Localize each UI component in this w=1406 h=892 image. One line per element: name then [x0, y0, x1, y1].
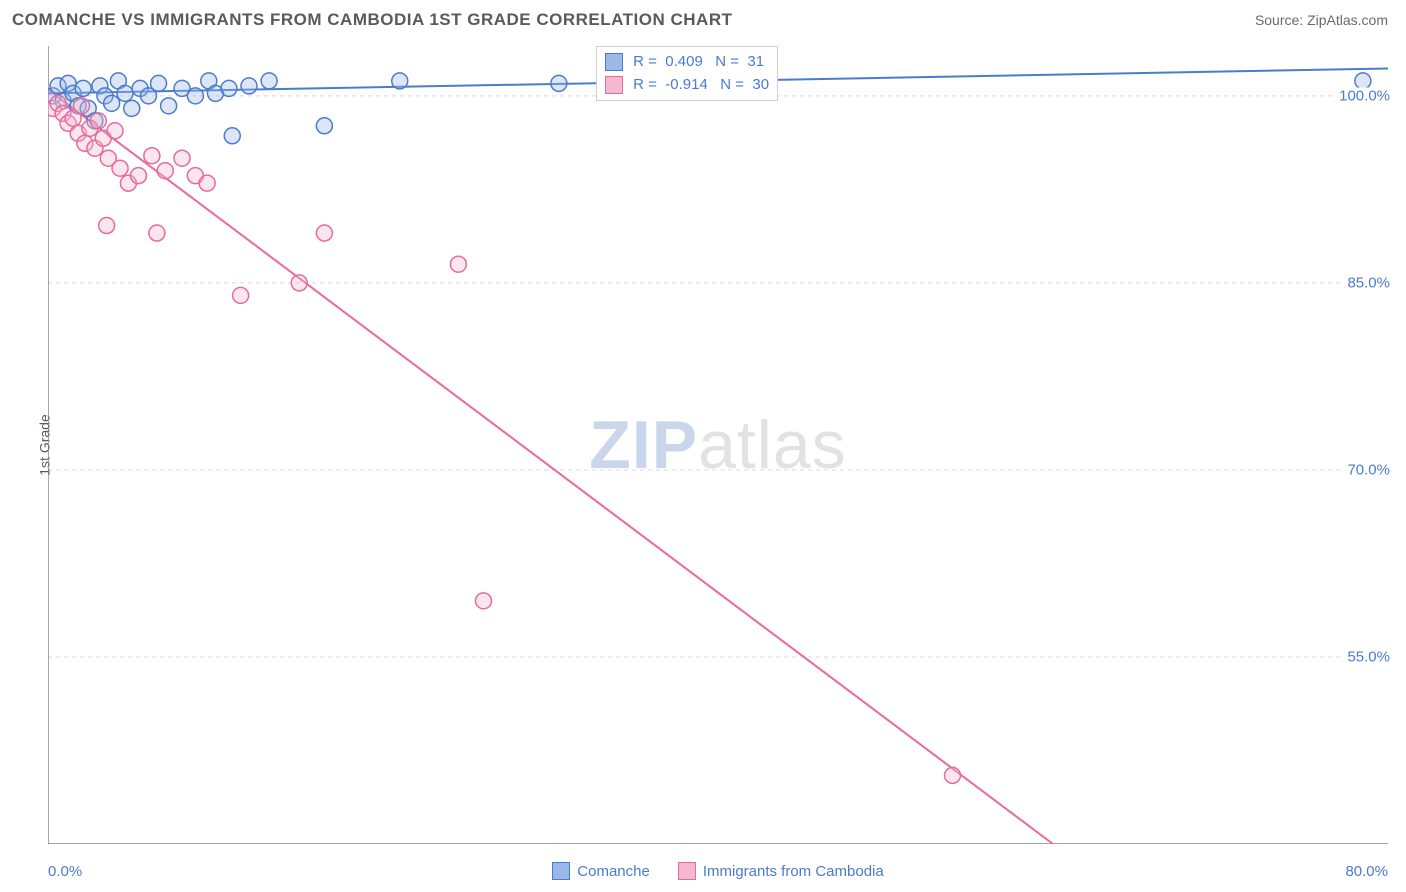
chart-container: 1st Grade ZIPatlas 100.0%85.0%70.0%55.0%…: [48, 46, 1388, 844]
legend-stat-row: R = -0.914 N = 30: [605, 74, 769, 97]
legend-swatch: [552, 862, 570, 880]
legend-item: Immigrants from Cambodia: [678, 862, 884, 880]
legend-swatch: [605, 53, 623, 71]
scatter-plot: [48, 46, 1388, 844]
legend-stat-text: R = 0.409 N = 31: [629, 51, 764, 74]
legend-stat-text: R = -0.914 N = 30: [629, 74, 769, 97]
legend-swatch: [678, 862, 696, 880]
legend-label: Immigrants from Cambodia: [703, 863, 884, 880]
legend-stat-row: R = 0.409 N = 31: [605, 51, 769, 74]
legend-label: Comanche: [577, 863, 650, 880]
legend-swatch: [605, 76, 623, 94]
y-tick-label: 85.0%: [1341, 274, 1390, 291]
header: COMANCHE VS IMMIGRANTS FROM CAMBODIA 1ST…: [0, 0, 1406, 38]
y-tick-label: 70.0%: [1341, 461, 1390, 478]
legend-series: Comanche Immigrants from Cambodia: [48, 862, 1388, 880]
source-label: Source: ZipAtlas.com: [1255, 12, 1388, 28]
y-tick-label: 100.0%: [1333, 87, 1390, 104]
legend-item: Comanche: [552, 862, 650, 880]
chart-title: COMANCHE VS IMMIGRANTS FROM CAMBODIA 1ST…: [12, 10, 732, 30]
y-tick-label: 55.0%: [1341, 648, 1390, 665]
legend-stats: R = 0.409 N = 31 R = -0.914 N = 30: [596, 46, 778, 101]
